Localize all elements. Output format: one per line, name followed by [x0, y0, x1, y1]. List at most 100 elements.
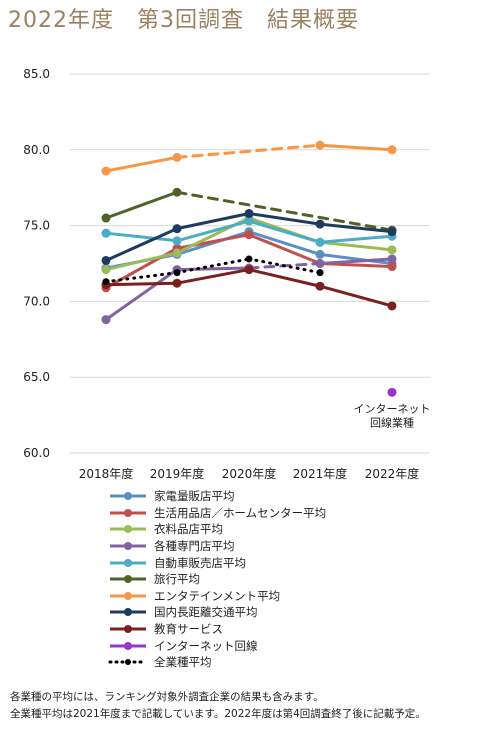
y-tick-label: 80.0: [23, 143, 50, 157]
data-point: [316, 269, 324, 277]
data-point: [172, 278, 182, 288]
legend-label: エンタテインメント平均: [154, 588, 281, 603]
legend-item: エンタテインメント平均: [108, 588, 326, 605]
series-segment: [175, 211, 251, 231]
legend-label: インターネット回線: [154, 638, 258, 653]
data-point: [387, 387, 397, 397]
series-segment: [104, 227, 179, 262]
y-tick-label: 65.0: [23, 370, 50, 384]
data-point: [387, 145, 397, 155]
data-point: [101, 166, 111, 176]
series-segment: [104, 155, 179, 173]
x-tick-label: 2022年度: [365, 466, 420, 481]
legend-swatch: [110, 508, 146, 517]
legend-swatch: [110, 492, 146, 501]
legend-item: 衣料品店平均: [108, 521, 326, 538]
y-tick-label: 75.0: [23, 219, 50, 233]
series-segment: [247, 233, 322, 265]
data-point: [172, 248, 182, 258]
data-point: [172, 224, 182, 234]
legend-swatch: [110, 558, 146, 567]
series-segment: [104, 251, 179, 272]
annotation-text: 回線業種: [370, 415, 414, 429]
legend-swatch: [110, 625, 146, 634]
data-point: [102, 278, 110, 286]
data-point: [315, 140, 325, 150]
data-point: [101, 213, 111, 223]
data-point: [244, 208, 254, 218]
y-tick-label: 60.0: [23, 446, 50, 460]
x-tick-label: 2021年度: [293, 466, 348, 481]
legend-swatch: [110, 641, 146, 650]
data-point: [172, 187, 182, 197]
series-segment: [318, 252, 394, 265]
legend-label: 各種専門店平均: [154, 539, 235, 554]
y-tick-label: 70.0: [23, 294, 50, 308]
footnote-2: 全業種平均は2021年度まで記載しています。2022年度は第4回調査終了後に記載…: [10, 708, 426, 720]
legend-swatch: [110, 608, 146, 617]
data-point: [387, 245, 397, 255]
series-lines: [104, 143, 394, 322]
series-segment: [175, 219, 251, 243]
footnote-1: 各業種の平均には、ランキング対象外調査企業の結果も含みます。: [10, 691, 324, 703]
series-segment: [247, 230, 322, 256]
legend-swatch: [110, 525, 146, 534]
data-point: [315, 259, 325, 268]
legend-label: 生活用品店／ホームセンター平均: [154, 505, 327, 520]
series-segment: [318, 284, 394, 308]
series-points: [101, 140, 397, 397]
series-segment: [247, 211, 322, 226]
data-point: [315, 249, 325, 259]
x-axis-ticks: 2018年度 2019年度 2020年度 2021年度 2022年度: [79, 466, 420, 481]
series-segment: [247, 219, 322, 244]
data-point: [315, 237, 325, 247]
legend-item: 家電量販店平均: [108, 488, 326, 505]
data-point: [101, 265, 111, 275]
data-point: [387, 227, 397, 237]
series-segment: [247, 268, 322, 288]
legend-item: 国内長距離交通平均: [108, 604, 326, 621]
legend-item: 旅行平均: [108, 571, 326, 588]
legend-item: 自動車販売店平均: [108, 554, 326, 571]
data-point: [244, 230, 254, 240]
data-point: [244, 216, 254, 226]
series-segment: [175, 143, 322, 159]
series-segment: [175, 190, 394, 232]
series-segment: [104, 271, 179, 284]
x-tick-label: 2019年度: [150, 466, 205, 481]
data-point: [315, 219, 325, 229]
legend-label: 家電量販店平均: [154, 489, 235, 504]
data-point: [387, 262, 397, 272]
data-point: [245, 255, 253, 263]
legend-item: 教育サービス: [108, 621, 326, 638]
legend-label: 教育サービス: [154, 622, 223, 637]
series-segment: [104, 281, 179, 287]
y-tick-label: 85.0: [23, 67, 50, 81]
data-point: [387, 254, 397, 264]
legend-item: 全業種平均: [108, 654, 326, 671]
legend-item: 生活用品店／ホームセンター平均: [108, 505, 326, 522]
data-point: [172, 152, 182, 162]
series-segment: [175, 266, 251, 272]
data-point: [173, 269, 181, 277]
legend-swatch: [110, 575, 146, 584]
x-tick-label: 2020年度: [222, 466, 277, 481]
y-axis-ticks: 85.0 80.0 75.0 70.0 65.0 60.0: [23, 67, 50, 460]
legend-swatch: [110, 542, 146, 551]
data-point: [172, 236, 182, 246]
data-point: [387, 301, 397, 311]
series-segment: [318, 234, 394, 244]
legend-item: インターネット回線: [108, 637, 326, 654]
series-segment: [318, 257, 394, 265]
data-point: [101, 228, 111, 238]
series-segment: [318, 222, 394, 234]
legend-label: 旅行平均: [154, 572, 200, 587]
series-segment: [104, 268, 179, 322]
page-title: 2022年度 第3回調査 結果概要: [8, 8, 359, 33]
series-segment: [175, 268, 251, 285]
legend-swatch: [110, 591, 146, 600]
legend-label: 自動車販売店平均: [154, 555, 246, 570]
line-chart: 85.0 80.0 75.0 70.0 65.0 60.0 2018年度 2019年度 202…: [23, 67, 430, 481]
series-segment: [175, 257, 251, 275]
series-segment: [318, 143, 394, 152]
